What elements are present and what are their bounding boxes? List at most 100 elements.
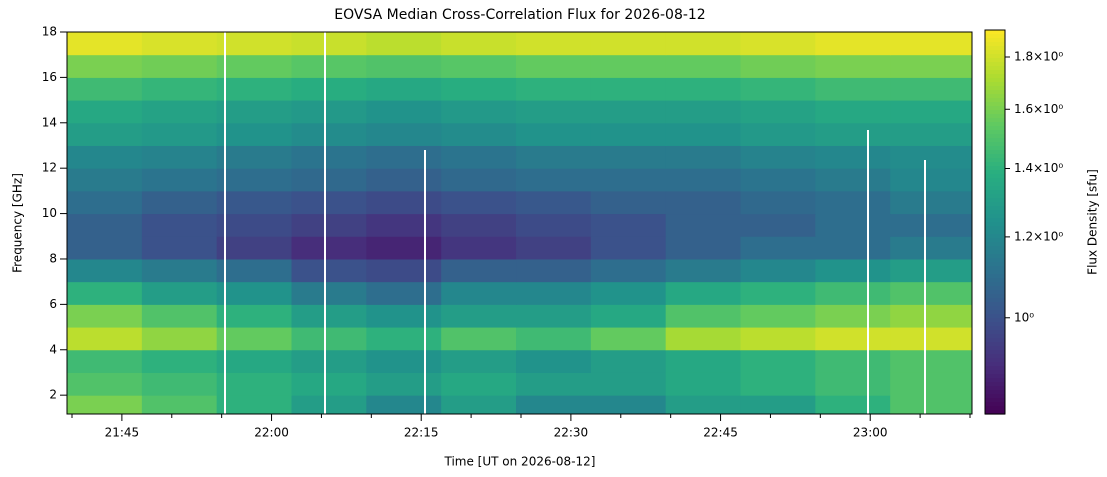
- colorbar-swatch: [985, 362, 1005, 367]
- cell: [141, 54, 218, 78]
- cell: [516, 281, 592, 305]
- cell: [590, 122, 667, 146]
- cell: [141, 77, 218, 101]
- x-tick-label: 22:45: [703, 426, 738, 440]
- cell: [516, 258, 592, 283]
- colorbar-swatch: [985, 166, 1005, 171]
- cell: [67, 145, 143, 169]
- colorbar-swatch: [985, 386, 1005, 391]
- cell: [590, 281, 667, 305]
- cell: [67, 54, 143, 78]
- cell: [590, 77, 667, 101]
- cell: [366, 190, 442, 215]
- cell: [665, 100, 742, 124]
- y-tick-label: 4: [49, 342, 57, 356]
- cell: [890, 100, 972, 124]
- cell: [815, 395, 891, 414]
- cell: [441, 281, 517, 305]
- cell: [216, 100, 293, 124]
- cell: [141, 145, 218, 169]
- cell: [366, 281, 442, 305]
- colorbar-swatch: [985, 402, 1005, 407]
- cell: [441, 190, 517, 215]
- cell: [67, 236, 143, 260]
- cell: [516, 168, 592, 192]
- colorbar-swatch: [985, 178, 1005, 183]
- cell: [665, 213, 742, 237]
- x-tick-label: 21:45: [105, 426, 140, 440]
- colorbar-swatch: [985, 254, 1005, 259]
- cell: [441, 54, 517, 78]
- cell: [740, 100, 816, 124]
- cell: [67, 168, 143, 192]
- cell: [590, 236, 667, 260]
- colorbar-swatch: [985, 410, 1005, 415]
- colorbar-swatch: [985, 74, 1005, 79]
- colorbar-label: Flux Density [sfu]: [1086, 169, 1100, 275]
- cell: [890, 145, 972, 169]
- cell: [141, 372, 218, 396]
- cell: [291, 327, 367, 351]
- x-tick-label: 22:30: [554, 426, 589, 440]
- colorbar-swatch: [985, 198, 1005, 203]
- cell: [291, 54, 367, 78]
- cell: [815, 190, 891, 215]
- colorbar-swatch: [985, 242, 1005, 247]
- cell: [890, 327, 972, 351]
- x-tick-label: 22:15: [404, 426, 439, 440]
- cell: [890, 213, 972, 237]
- colorbar-swatch: [985, 394, 1005, 399]
- cell: [516, 54, 592, 78]
- cell: [366, 304, 442, 328]
- cell: [665, 258, 742, 283]
- colorbar-swatch: [985, 330, 1005, 335]
- colorbar-swatch: [985, 202, 1005, 207]
- colorbar-tick-label: 1.2×10⁰: [1014, 229, 1063, 243]
- colorbar-swatch: [985, 282, 1005, 287]
- cell: [441, 395, 517, 414]
- colorbar-swatch: [985, 246, 1005, 251]
- colorbar-swatch: [985, 146, 1005, 151]
- colorbar-swatch: [985, 226, 1005, 231]
- cell: [740, 54, 816, 78]
- colorbar-tick-label: 1.4×10⁰: [1014, 161, 1063, 175]
- cell: [665, 190, 742, 215]
- colorbar-swatch: [985, 350, 1005, 355]
- colorbar-swatch: [985, 266, 1005, 271]
- colorbar-swatch: [985, 398, 1005, 403]
- cell: [890, 372, 972, 396]
- colorbar-swatch: [985, 318, 1005, 323]
- cell: [441, 304, 517, 328]
- cell: [141, 168, 218, 192]
- cell: [665, 54, 742, 78]
- cell: [590, 304, 667, 328]
- y-axis-label: Frequency [GHz]: [11, 173, 25, 273]
- colorbar-swatch: [985, 342, 1005, 347]
- cell: [216, 372, 293, 396]
- cell: [216, 145, 293, 169]
- cell: [740, 145, 816, 169]
- cell: [67, 122, 143, 146]
- colorbar-swatch: [985, 182, 1005, 187]
- cell: [516, 327, 592, 351]
- cell: [665, 327, 742, 351]
- cell: [441, 77, 517, 101]
- cell: [216, 395, 293, 414]
- colorbar-swatch: [985, 50, 1005, 55]
- cell: [67, 281, 143, 305]
- y-tick-label: 6: [49, 297, 57, 311]
- cell: [291, 145, 367, 169]
- cell: [141, 236, 218, 260]
- cell: [67, 372, 143, 396]
- cell: [291, 213, 367, 237]
- cell: [740, 258, 816, 283]
- cell: [291, 395, 367, 414]
- cell: [291, 100, 367, 124]
- cell: [216, 281, 293, 305]
- colorbar-swatch: [985, 118, 1005, 123]
- colorbar-swatch: [985, 374, 1005, 379]
- colorbar: [985, 30, 1005, 415]
- colorbar-swatch: [985, 250, 1005, 255]
- y-tick-label: 2: [49, 388, 57, 402]
- cell: [590, 213, 667, 237]
